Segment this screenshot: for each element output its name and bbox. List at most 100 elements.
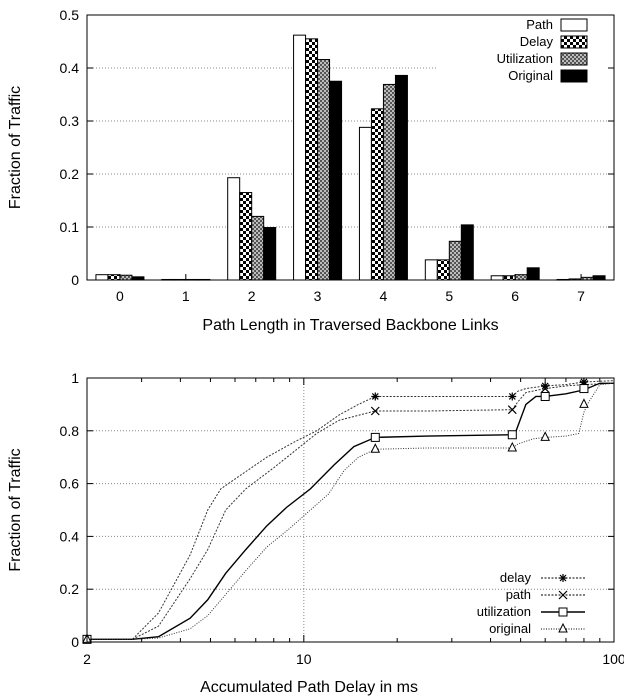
- y-tick-label: 1: [71, 370, 79, 386]
- data-point-original: [579, 398, 589, 408]
- bar-chart-x-axis-label: Path Length in Traversed Backbone Links: [202, 317, 498, 334]
- legend-marker: [558, 590, 568, 600]
- bar-delay: [502, 275, 516, 281]
- bar-delay: [239, 192, 253, 281]
- bar-chart: 0 0.1 0.2 0.3 0.4 0.5 0 1 2 3 4 5 6 7 Path Length in…: [7, 7, 615, 334]
- bar-original: [592, 275, 606, 281]
- bar-delay: [436, 259, 450, 281]
- data-point-utilization: [370, 432, 380, 442]
- legend-label: Path: [526, 17, 553, 32]
- y-tick-label: 0.4: [60, 60, 80, 76]
- x-tick-label: 3: [314, 288, 322, 304]
- bar-original: [460, 224, 474, 281]
- bar-original: [526, 267, 540, 281]
- data-point-path: [370, 406, 380, 416]
- bar-path: [293, 34, 307, 281]
- data-point-path: [507, 405, 517, 415]
- legend-label: Delay: [520, 34, 554, 49]
- cdf-chart-x-axis-label: Accumulated Path Delay in ms: [200, 679, 418, 696]
- legend-swatch: [560, 69, 588, 83]
- data-point-utilization: [579, 384, 589, 394]
- x-tick-label: 10: [296, 651, 312, 667]
- bar-chart-bars: [95, 34, 606, 281]
- series-line-utilization: [87, 382, 614, 641]
- legend-label: delay: [500, 570, 532, 585]
- bar-delay: [107, 274, 121, 281]
- legend-marker: [558, 622, 568, 633]
- data-point-delay: [508, 392, 517, 401]
- y-tick-label: 0.5: [60, 7, 80, 23]
- bar-chart-frame: [86, 14, 615, 281]
- series-line-delay: [87, 380, 615, 640]
- legend-label: original: [489, 621, 531, 636]
- legend-label: Utilization: [497, 51, 553, 66]
- cdf-chart-frame: [86, 377, 615, 643]
- series-line-path: [87, 382, 615, 640]
- legend-label: Original: [508, 68, 553, 83]
- legend-label: path: [506, 587, 531, 602]
- bar-utilization: [317, 59, 331, 281]
- bar-utilization: [514, 274, 528, 281]
- series-line-original: [87, 382, 615, 640]
- bar-utilization: [251, 215, 265, 281]
- bar-path: [490, 275, 504, 281]
- bar-chart-y-axis-label: Fraction of Traffic: [7, 86, 24, 209]
- bar-utilization: [119, 274, 133, 281]
- bar-path: [227, 177, 241, 281]
- bar-utilization: [382, 83, 396, 281]
- data-point-delay: [371, 392, 380, 401]
- bar-delay: [370, 108, 384, 281]
- y-tick-label: 0.2: [60, 581, 80, 597]
- y-tick-label: 0.6: [60, 476, 80, 492]
- bar-original: [329, 80, 343, 281]
- x-tick-label: 100: [602, 651, 624, 667]
- legend-swatch: [560, 18, 588, 32]
- x-tick-label: 5: [445, 288, 453, 304]
- bar-path: [95, 274, 109, 281]
- bar-chart-grid: [87, 67, 614, 228]
- legend-swatch: [560, 52, 588, 66]
- data-point-utilization: [507, 430, 517, 440]
- data-point-path: [540, 384, 550, 393]
- y-tick-label: 0.3: [60, 113, 80, 129]
- bar-path: [358, 126, 372, 281]
- cdf-chart-grid: [87, 378, 614, 642]
- cdf-chart-lines: [82, 377, 615, 644]
- x-tick-label: 0: [116, 288, 124, 304]
- x-tick-label: 4: [380, 288, 388, 304]
- cdf-chart-legend: delay path utilization original: [477, 570, 585, 636]
- data-point-original: [540, 431, 550, 441]
- x-tick-label: 6: [511, 288, 519, 304]
- data-point-original: [370, 443, 381, 453]
- y-tick-label: 0.1: [60, 219, 80, 235]
- cdf-chart-x-ticks: 2 10 100: [83, 378, 624, 667]
- bar-path: [424, 259, 438, 281]
- bar-chart-y-ticks: 0 0.1 0.2 0.3 0.4 0.5: [60, 7, 614, 288]
- cdf-chart-y-axis-label: Fraction of Traffic: [7, 448, 24, 571]
- x-tick-label: 7: [577, 288, 585, 304]
- legend-label: utilization: [477, 604, 531, 619]
- data-point-delay: [541, 381, 550, 390]
- bar-chart-x-ticks: 0 1 2 3 4 5 6 7: [116, 274, 585, 304]
- data-point-utilization: [540, 391, 550, 401]
- y-tick-label: 0.4: [60, 528, 80, 544]
- bar-delay: [305, 38, 319, 281]
- bar-original: [394, 74, 408, 281]
- y-tick-label: 0: [71, 634, 79, 650]
- x-tick-label: 2: [248, 288, 256, 304]
- legend-marker: [558, 607, 568, 617]
- y-tick-label: 0.8: [60, 423, 80, 439]
- legend-marker: [559, 574, 567, 582]
- bar-original: [263, 227, 277, 281]
- data-point-original: [507, 441, 518, 452]
- y-tick-label: 0: [71, 272, 79, 288]
- x-tick-label: 1: [182, 288, 190, 304]
- bar-utilization: [448, 240, 462, 281]
- cdf-chart-y-ticks: 0 0.2 0.4 0.6 0.8 1: [60, 370, 614, 650]
- cdf-chart: 0 0.2 0.4 0.6 0.8 1 2 10 100 Accumulated Path D…: [7, 370, 624, 696]
- y-tick-label: 0.2: [60, 166, 80, 182]
- bar-chart-legend: Path Delay Utilization Original: [497, 17, 588, 83]
- x-tick-label: 2: [83, 651, 91, 667]
- legend-swatch: [560, 35, 588, 49]
